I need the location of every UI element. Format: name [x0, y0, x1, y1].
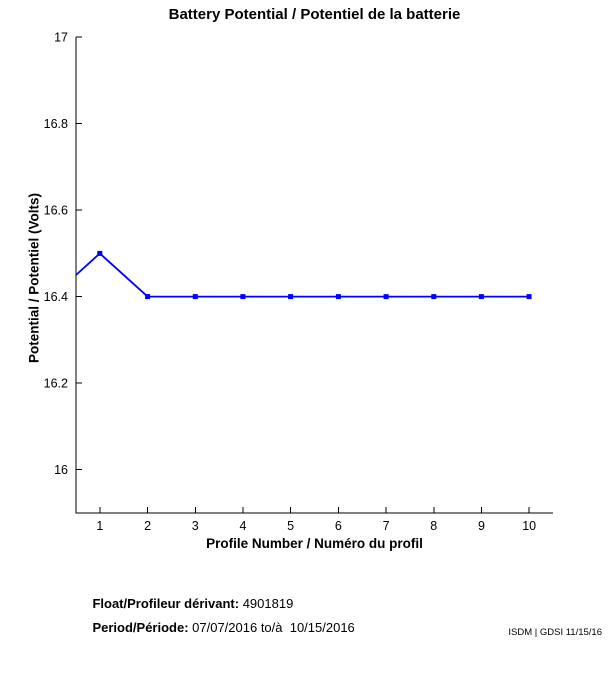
data-point-marker — [192, 294, 198, 300]
data-point-marker — [526, 294, 532, 300]
y-tick-label: 16.4 — [44, 290, 68, 304]
data-point-marker — [97, 250, 103, 256]
data-point-marker — [288, 294, 294, 300]
x-tick-label: 10 — [522, 519, 536, 533]
battery-potential-line — [75, 252, 530, 298]
float-id-value: 4901819 — [239, 596, 294, 611]
data-point-marker — [478, 294, 484, 300]
x-tick-label: 3 — [192, 519, 199, 533]
y-tick-label: 16 — [54, 463, 68, 477]
data-point-marker — [145, 294, 151, 300]
x-tick-label: 1 — [96, 519, 103, 533]
x-tick-label: 8 — [430, 519, 437, 533]
x-tick-label: 2 — [144, 519, 151, 533]
period-value: 07/07/2016 to/à 10/15/2016 — [188, 620, 355, 635]
y-tick-label: 16.8 — [44, 117, 68, 131]
period-label: Period/Période: — [92, 620, 189, 635]
y-tick-label: 16.6 — [44, 204, 68, 218]
float-id-line: Float/Profileur dérivant: 4901819 — [78, 581, 293, 626]
x-tick-label: 9 — [478, 519, 485, 533]
data-point-marker — [431, 294, 437, 300]
axes-lines — [75, 37, 553, 514]
x-tick-label: 5 — [287, 519, 294, 533]
float-id-label: Float/Profileur dérivant: — [92, 596, 240, 611]
x-tick-label: 4 — [239, 519, 246, 533]
watermark-credit: ISDM | GDSI 11/15/16 — [508, 627, 602, 638]
plot-area: 1 2 3 4 5 6 7 8 9 10 16 16.2 16.4 16.6 16.8 17 — [44, 31, 553, 533]
y-tick-label: 17 — [54, 31, 68, 45]
data-point-marker — [383, 294, 389, 300]
period-line: Period/Période: 07/07/2016 to/à 10/15/20… — [78, 605, 355, 650]
y-tick-label: 16.2 — [44, 377, 68, 391]
data-point-marker — [335, 294, 341, 300]
x-tick-label: 6 — [335, 519, 342, 533]
y-axis-label: Potential / Potentiel (Volts) — [26, 192, 42, 364]
chart-title: Battery Potential / Potentiel de la batt… — [168, 6, 461, 23]
data-point-marker — [240, 294, 246, 300]
x-tick-label: 7 — [383, 519, 390, 533]
x-axis-label: Profile Number / Numéro du profil — [206, 536, 423, 551]
